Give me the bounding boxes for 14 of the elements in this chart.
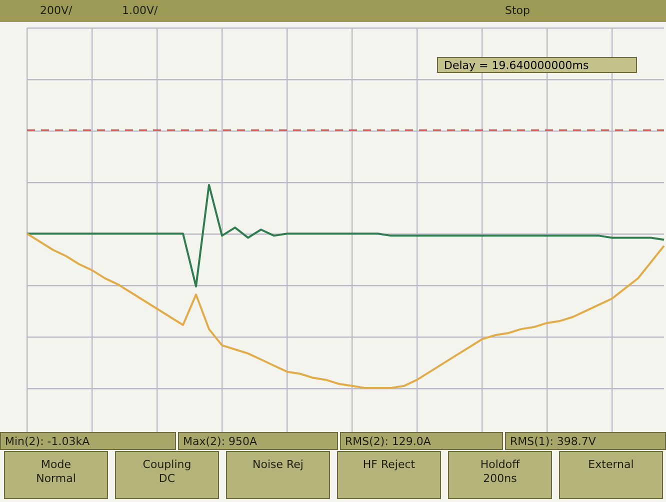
text: Holdoff 200ns (448, 451, 552, 499)
text: RMS(1): 398.7V (505, 432, 666, 450)
text: Delay = 19.640000000ms (437, 57, 637, 73)
text: 200V/ (40, 4, 72, 17)
text: 1.00V/ (122, 4, 158, 17)
text: Coupling DC (115, 451, 219, 499)
text: HF Reject (337, 451, 441, 499)
text: External (559, 451, 663, 499)
text: Max(2): 950A (178, 432, 338, 450)
text: Stop (505, 4, 530, 17)
text: RMS(2): 129.0A (340, 432, 503, 450)
text: Noise Rej (226, 451, 330, 499)
text: Min(2): -1.03kA (0, 432, 176, 450)
text: Mode Normal (4, 451, 108, 499)
